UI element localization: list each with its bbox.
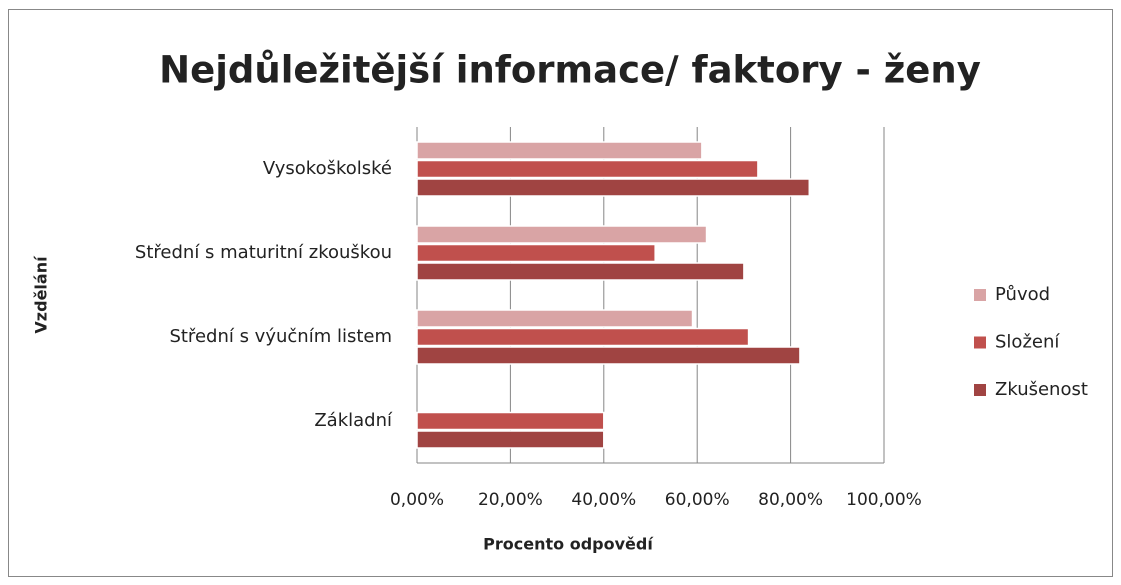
legend-label: Původ [995, 284, 1050, 305]
bar [416, 159, 759, 179]
y-tick-label: Střední s výučním listem [169, 326, 392, 347]
x-tick-label: 20,00% [478, 490, 543, 510]
x-tick-label: 0,00% [390, 490, 444, 510]
chart-frame [8, 9, 1113, 577]
x-tick-label: 60,00% [665, 490, 730, 510]
x-tick-label: 80,00% [758, 490, 823, 510]
legend-swatch [974, 336, 986, 349]
legend-swatch [974, 384, 986, 396]
bar [416, 141, 703, 160]
bar [416, 411, 605, 431]
legend-label: Zkušenost [995, 379, 1088, 400]
bar [416, 327, 750, 347]
y-tick-label: Střední s maturitní zkouškou [135, 242, 392, 263]
bar [416, 346, 801, 365]
chart-title: Nejdůležitější informace/ faktory - ženy [159, 49, 981, 92]
bar [416, 178, 811, 197]
bar [416, 225, 708, 244]
legend-label: Složení [995, 332, 1060, 353]
x-tick-label: 40,00% [571, 490, 636, 510]
y-axis-label: Vzdělání [32, 255, 51, 334]
y-tick-label: Základní [314, 410, 393, 431]
y-tick-label: Vysokoškolské [263, 158, 392, 179]
legend-swatch [974, 289, 986, 301]
bar [416, 243, 656, 263]
bar [416, 262, 745, 281]
x-tick-label: 100,00% [846, 490, 922, 510]
bar [416, 309, 694, 328]
bar [416, 430, 605, 449]
x-axis-label: Procento odpovědí [483, 535, 654, 554]
